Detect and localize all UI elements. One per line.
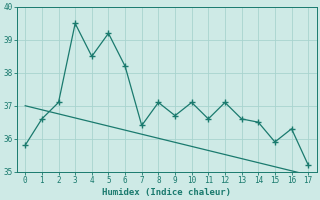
X-axis label: Humidex (Indice chaleur): Humidex (Indice chaleur) <box>102 188 231 197</box>
